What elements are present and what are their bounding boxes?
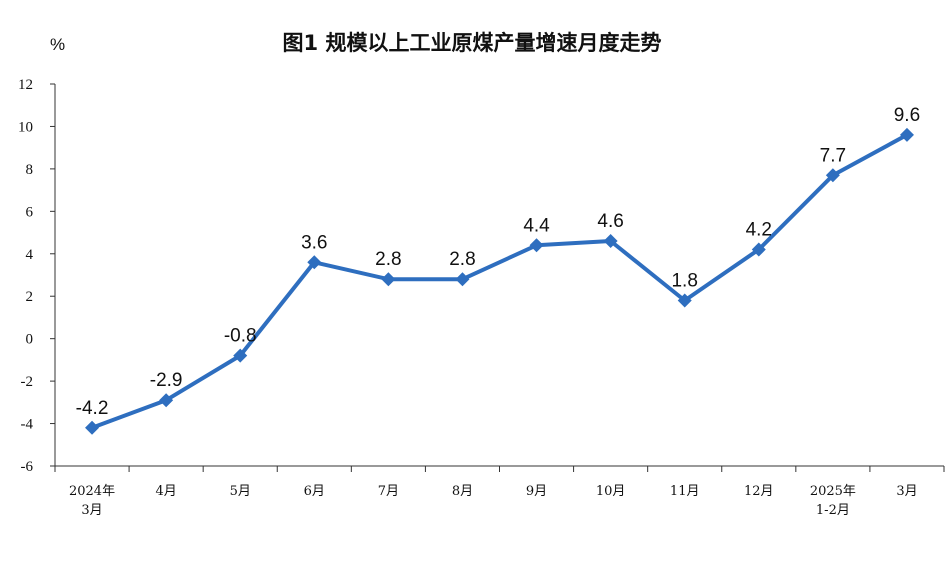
data-label: 4.2 [746, 220, 772, 241]
y-axis-unit: % [50, 35, 65, 54]
data-point [307, 255, 322, 270]
chart-title: 图1 规模以上工业原煤产量增速月度走势 [283, 31, 662, 55]
data-point [603, 234, 618, 249]
x-tick-label: 10月 [596, 484, 626, 499]
data-label: 3.6 [301, 232, 327, 253]
data-point [85, 420, 100, 435]
y-axis-ticks: 12 10 8 6 4 2 0 -2 -4 -6 [18, 77, 55, 475]
x-tick-label: 3月 [896, 484, 917, 499]
data-point [899, 127, 914, 142]
data-markers [85, 127, 914, 435]
y-tick-label: -2 [21, 374, 34, 390]
x-tick-label: 2025年 1-2月 [810, 484, 856, 518]
data-point [233, 348, 248, 363]
data-label: 4.6 [597, 211, 623, 232]
data-label: -2.9 [150, 370, 183, 391]
data-label: 2.8 [375, 249, 401, 270]
x-tick-label: 4月 [155, 484, 176, 499]
data-point [825, 168, 840, 183]
data-point [677, 293, 692, 308]
x-tick-label: 12月 [744, 484, 774, 499]
x-tick-label: 2024年 3月 [69, 484, 115, 518]
data-label: 4.4 [523, 215, 550, 236]
y-tick-label: 4 [26, 247, 34, 263]
data-point [751, 242, 766, 257]
y-tick-label: 0 [26, 332, 34, 348]
data-label: -4.2 [76, 398, 109, 419]
x-tick-label: 6月 [304, 484, 325, 499]
x-axis-ticks: 2024年 3月 4月 5月 6月 7月 8月 9月 10月 11月 12月 2025年 1-2月 3月 [54, 466, 945, 518]
y-tick-label: 10 [18, 119, 33, 135]
y-tick-label: -4 [21, 417, 34, 433]
data-label: -0.8 [224, 326, 257, 347]
x-tick-label: 8月 [452, 484, 473, 499]
data-point [529, 238, 544, 253]
y-tick-label: 8 [26, 162, 34, 178]
data-point [159, 393, 174, 408]
y-tick-label: 2 [26, 289, 34, 305]
y-tick-label: 6 [26, 204, 34, 220]
x-tick-label: 9月 [526, 484, 547, 499]
data-label: 2.8 [449, 249, 475, 270]
series-line [91, 133, 908, 430]
x-tick-label: 11月 [670, 484, 700, 499]
data-label: 1.8 [671, 270, 697, 291]
data-labels: -4.2 -2.9 -0.8 3.6 2.8 2.8 4.4 4.6 1.8 4.2 7.7 9.6 [76, 105, 921, 419]
data-point [455, 272, 470, 287]
data-label: 9.6 [894, 105, 920, 126]
y-tick-label: 12 [18, 77, 33, 93]
y-tick-label: -6 [21, 459, 34, 475]
x-tick-label: 5月 [230, 484, 251, 499]
data-label: 7.7 [820, 145, 846, 166]
x-tick-label: 7月 [378, 484, 399, 499]
data-point [381, 272, 396, 287]
